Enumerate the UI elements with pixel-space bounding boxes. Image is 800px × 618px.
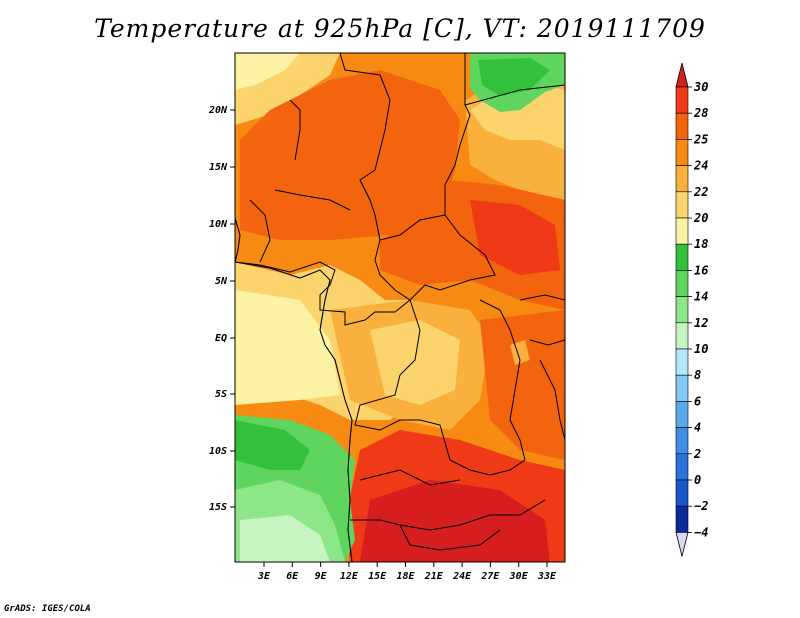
field-north-core [240,70,460,240]
colorbar-label: 28 [693,106,708,120]
colorbar-swatch [675,296,689,324]
colorbar-swatch [675,453,689,481]
lon-tick-label: 30E [509,571,529,582]
field-atlantic-lightest [240,515,330,562]
field-nw-mild [235,53,300,90]
field-south-hot [360,480,550,562]
colorbar-swatch [675,165,689,193]
colorbar-label: 4 [694,421,701,435]
lon-tick-label: 6E [286,571,299,582]
colorbar-label: 8 [694,368,701,382]
colorbar-swatch [675,479,689,507]
colorbar-swatch [675,427,689,455]
lat-tick-label: 10N [209,219,228,230]
colorbar-top-triangle [675,62,689,88]
lon-tick-label: 18E [396,571,415,582]
colorbar-swatch [675,322,689,350]
field-congo-mild [370,320,460,405]
lon-tick-label: 9E [315,571,328,582]
colorbar-label: 22 [693,185,708,199]
colorbar-swatch [675,243,689,271]
lat-tick-label: 5S [215,389,227,400]
field-east-hot [470,200,560,275]
map-frame [234,52,566,563]
colorbar-label: −4 [694,525,708,539]
colorbar-label: 2 [693,447,701,461]
colorbar-bottom-triangle [675,532,689,557]
lon-tick-label: 12E [340,571,359,582]
colorbar-swatch [675,217,689,245]
field-coast-mild [235,290,340,405]
lat-tick-label: 10S [209,446,227,457]
field-ea [480,310,565,460]
colorbar-label: 18 [694,237,708,251]
lat-tick-label: 15N [209,162,228,173]
lat-tick-label: 5N [215,276,228,287]
colorbar-label: −2 [694,499,708,513]
colorbar-swatch [675,191,689,219]
colorbar-swatch [675,270,689,297]
latitude-axis: 20N 15N 10N 5N EQ 5S 10S 15S [208,105,235,513]
colorbar-label: 10 [694,342,708,356]
colorbar-label: 24 [693,159,708,173]
lon-tick-label: 21E [424,571,444,582]
lon-tick-label: 3E [257,571,271,582]
colorbar-label: 30 [693,80,708,94]
colorbar-label: 20 [693,211,708,225]
lat-tick-label: EQ [215,333,227,344]
lon-tick-label: 27E [480,571,500,582]
lat-tick-label: 20N [208,105,228,116]
colorbar-swatch [675,401,689,428]
country-borders [235,53,565,551]
coastline [235,217,353,562]
lon-tick-label: 15E [368,571,387,582]
field-ne-green-dark [478,58,550,96]
lon-tick-label: 33E [537,571,557,582]
colorbar-label: 0 [694,473,701,487]
credit-text: GrADS: IGES/COLA [4,604,91,614]
colorbar-label: 16 [694,263,708,277]
colorbar-swatch [675,86,689,114]
colorbar-swatch [675,505,689,533]
lon-tick-label: 24E [452,571,472,582]
colorbar-label: 14 [694,290,708,304]
colorbar-swatch [675,112,689,140]
lat-tick-label: 15S [209,502,227,513]
map-title: Temperature at 925hPa [C], VT: 201911170… [94,14,706,43]
colorbar-swatch [675,139,689,166]
colorbar-label: 6 [694,394,701,408]
field-atlantic-green-dark [235,420,310,470]
colorbar-swatch [675,348,689,376]
colorbar-label: 12 [694,316,708,330]
colorbar-swatch [675,374,689,402]
colorbar-label: 25 [693,132,708,146]
longitude-axis: 3E 6E 9E 12E 15E 18E 21E 24E 27E 30E 33E [257,562,557,582]
